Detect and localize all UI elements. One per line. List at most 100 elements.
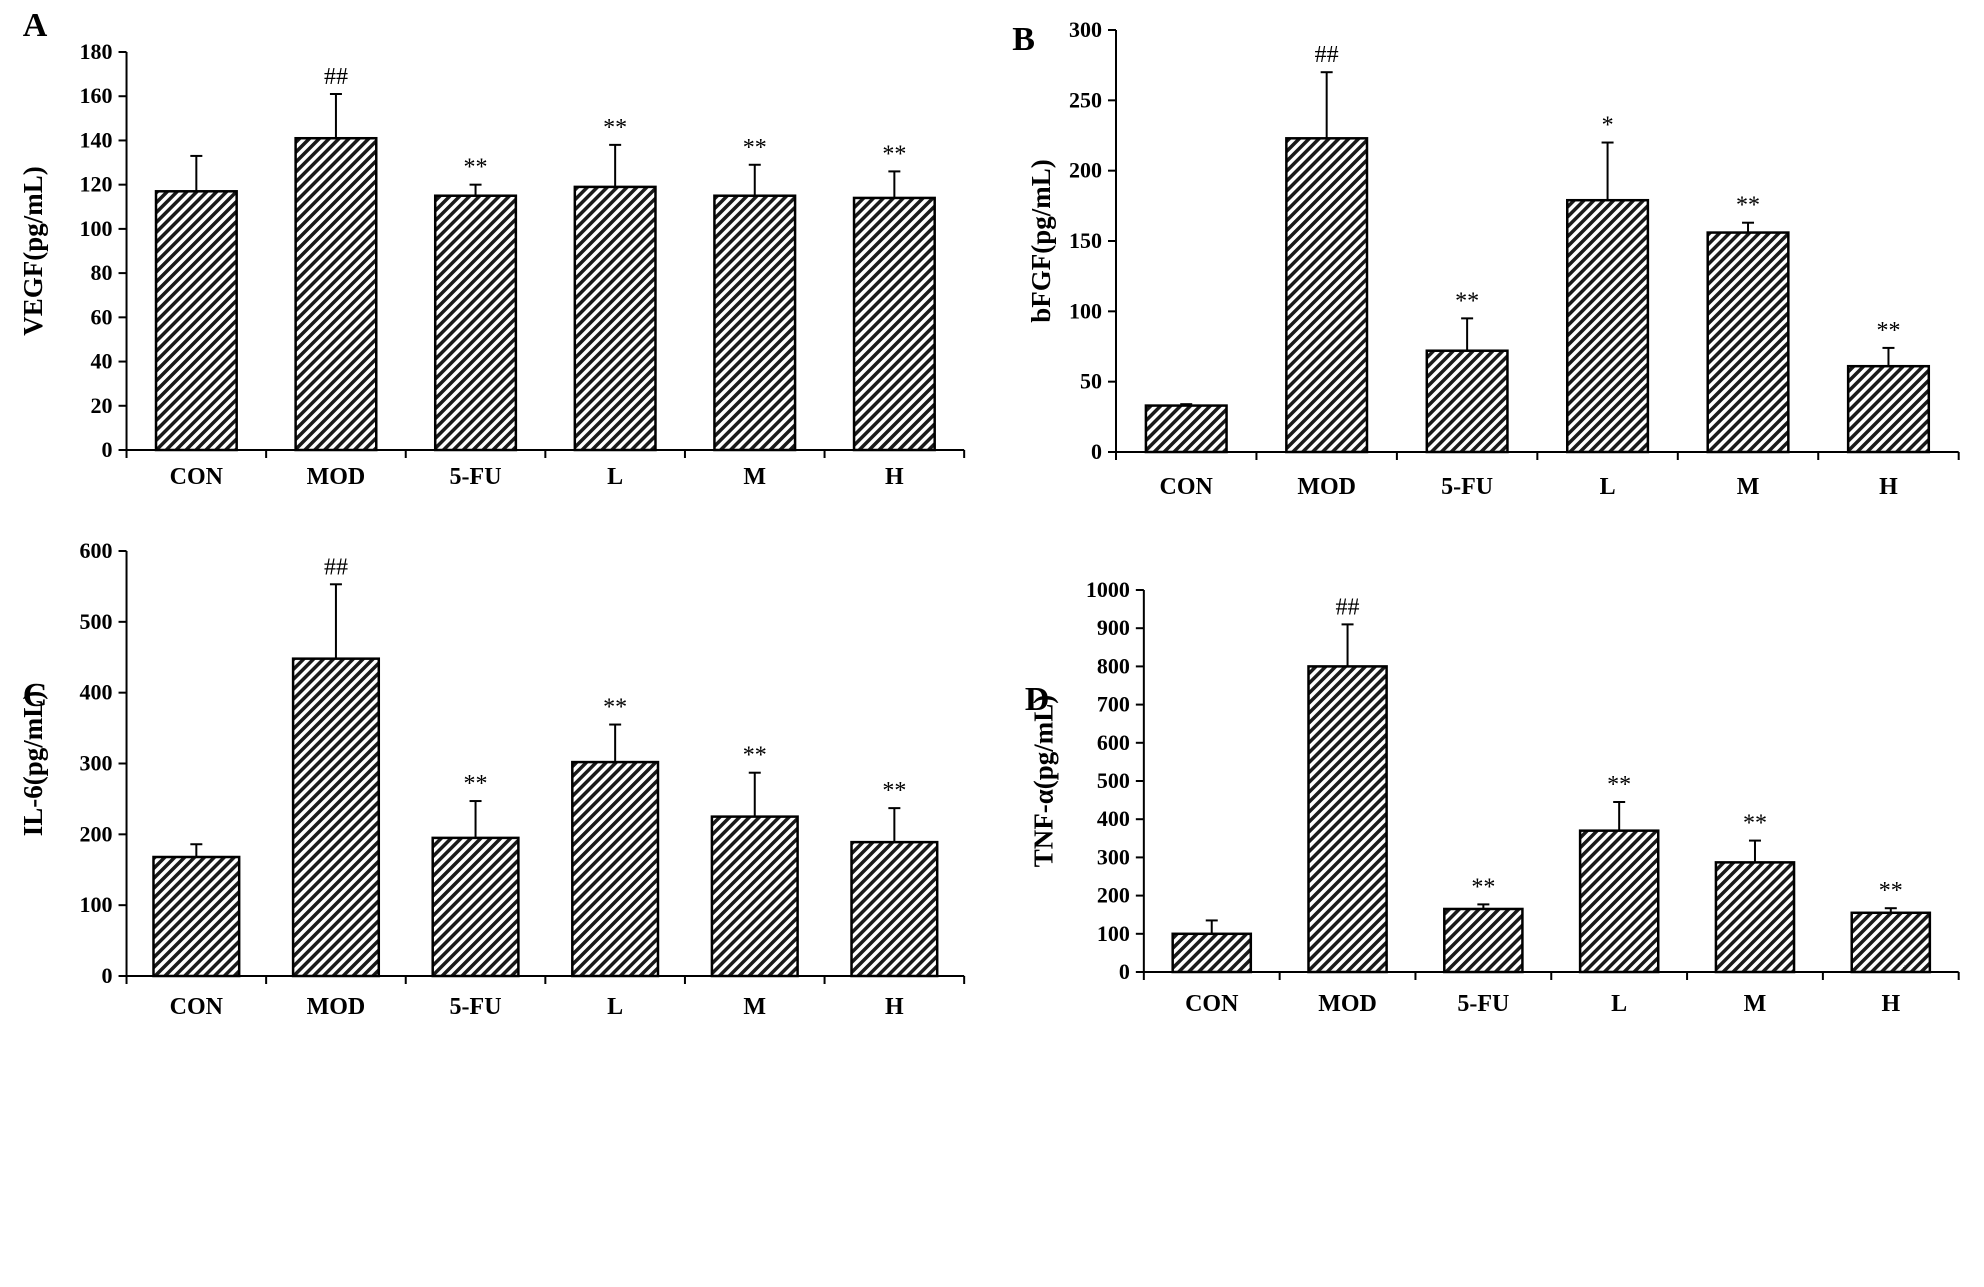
category-label: M <box>743 464 766 490</box>
bar <box>1171 932 1253 974</box>
y-tick-label: 200 <box>1097 883 1130 908</box>
bar <box>1706 231 1790 454</box>
y-tick-label: 0 <box>1091 439 1102 464</box>
significance-marker: ** <box>464 155 488 181</box>
category-label: MOD <box>1318 991 1377 1017</box>
significance-marker: ** <box>1876 318 1900 344</box>
panel-d: D 0 100 200 300 400 500 600 700 800 900 1000 TNF-α(p… <box>1025 577 1960 1017</box>
panel-a: A 0 20 40 60 80 100 120 140 160 180 VEGF(pg/mL) CON #… <box>18 7 966 490</box>
y-tick-label: 700 <box>1097 692 1130 717</box>
bar <box>852 196 936 452</box>
bar <box>1443 907 1524 974</box>
significance-marker: ** <box>1471 874 1495 900</box>
category-label: H <box>885 994 904 1020</box>
significance-marker: ** <box>743 743 767 769</box>
bar <box>850 840 939 978</box>
significance-marker: ** <box>1736 193 1760 219</box>
bar <box>573 185 657 452</box>
y-tick-label: 600 <box>1097 730 1130 755</box>
category-label: MOD <box>1297 474 1356 500</box>
y-tick-label: 100 <box>80 216 113 241</box>
y-tick-label: 500 <box>1097 768 1130 793</box>
y-tick-label: 100 <box>80 892 113 917</box>
y-tick-label: 150 <box>1069 228 1102 253</box>
y-tick-label: 0 <box>102 437 113 462</box>
significance-marker: ## <box>1315 42 1339 68</box>
bar <box>710 815 799 978</box>
panel-c: C 0 100 200 300 400 500 600 IL-6(pg/mL) CON ## MOD *… <box>18 538 966 1020</box>
y-tick-label: 900 <box>1097 615 1130 640</box>
significance-marker: * <box>1602 113 1614 139</box>
significance-marker: ## <box>1336 594 1360 620</box>
bar <box>294 136 378 452</box>
y-tick-label: 0 <box>1119 959 1130 984</box>
y-axis-label: TNF-α(pg/mL) <box>1029 695 1059 868</box>
y-tick-label: 250 <box>1069 87 1102 112</box>
bar <box>1144 404 1228 454</box>
bar <box>1714 861 1796 974</box>
y-tick-label: 400 <box>1097 806 1130 831</box>
category-label: L <box>1600 474 1616 500</box>
category-label: M <box>1744 991 1767 1017</box>
bar <box>1307 665 1388 974</box>
significance-marker: ** <box>603 115 627 141</box>
bar <box>1566 198 1650 454</box>
bar <box>152 855 241 978</box>
bar <box>433 194 518 452</box>
y-axis-label: bFGF(pg/mL) <box>1026 159 1056 323</box>
category-label: L <box>1611 991 1627 1017</box>
category-label: L <box>607 994 623 1020</box>
bar <box>154 190 238 452</box>
y-tick-label: 140 <box>80 127 113 152</box>
panel-letter: D <box>1025 681 1050 718</box>
category-label: H <box>1881 991 1900 1017</box>
y-tick-label: 80 <box>91 260 113 285</box>
bar <box>1850 911 1932 974</box>
significance-marker: ## <box>324 554 348 580</box>
bar <box>713 194 797 452</box>
panel-letter: C <box>23 677 48 714</box>
category-label: M <box>1737 474 1760 500</box>
category-label: MOD <box>307 994 366 1020</box>
bar <box>1285 137 1369 454</box>
bar <box>1846 364 1931 454</box>
y-tick-label: 400 <box>80 680 113 705</box>
significance-marker: ** <box>1879 878 1903 904</box>
category-label: CON <box>170 464 224 490</box>
category-label: 5-FU <box>450 994 502 1020</box>
panel-b: B050100150200250300bFGF(pg/mL)CON##MOD**… <box>1012 17 1960 500</box>
y-tick-label: 300 <box>1069 17 1102 42</box>
category-label: L <box>607 464 623 490</box>
category-label: H <box>1879 474 1898 500</box>
y-tick-label: 300 <box>1097 844 1130 869</box>
bar <box>431 836 520 978</box>
y-tick-label: 120 <box>80 172 113 197</box>
significance-marker: ** <box>1455 288 1479 314</box>
category-label: M <box>743 994 766 1020</box>
significance-marker: ** <box>882 778 906 804</box>
y-axis-label: IL-6(pg/mL) <box>18 691 48 837</box>
bar <box>1425 349 1509 454</box>
significance-marker: ** <box>882 141 906 167</box>
y-tick-label: 800 <box>1097 653 1130 678</box>
y-tick-label: 160 <box>80 83 113 108</box>
significance-marker: ## <box>324 64 348 90</box>
panel-letter: B <box>1012 21 1035 58</box>
y-tick-label: 60 <box>91 304 113 329</box>
y-tick-label: 300 <box>80 751 113 776</box>
category-label: CON <box>170 994 224 1020</box>
category-label: H <box>885 464 904 490</box>
significance-marker: ** <box>1743 811 1767 837</box>
category-label: 5-FU <box>1441 474 1493 500</box>
significance-marker: ** <box>603 695 627 721</box>
bar <box>571 760 660 978</box>
y-tick-label: 100 <box>1097 921 1130 946</box>
y-tick-label: 200 <box>80 821 113 846</box>
significance-marker: ** <box>464 771 488 797</box>
bar <box>291 657 381 978</box>
y-tick-label: 100 <box>1069 298 1102 323</box>
category-label: MOD <box>307 464 366 490</box>
significance-marker: ** <box>1607 772 1631 798</box>
category-label: 5-FU <box>1457 991 1509 1017</box>
